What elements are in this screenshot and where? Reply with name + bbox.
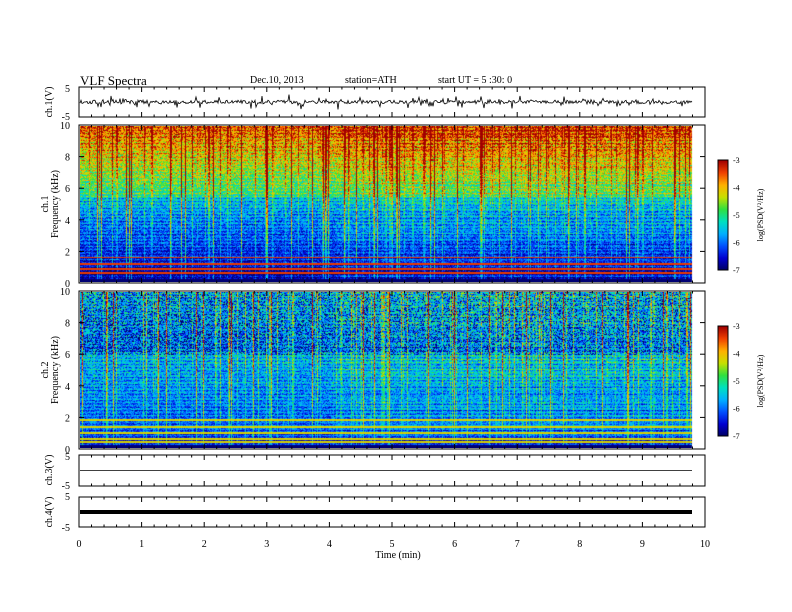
colorbar-tick-label: -6 (733, 405, 740, 414)
frequency-tick-label: 10 (60, 121, 70, 132)
time-tick-label: 7 (515, 539, 520, 550)
start-time-label: start UT = 5 :30: 0 (438, 75, 512, 86)
colorbar-tick-label: -5 (733, 377, 740, 386)
ch2-frequency-ylabel: Frequency (kHz) (50, 336, 61, 404)
frequency-tick-label: 2 (65, 413, 70, 424)
colorbar-tick-label: -4 (733, 184, 740, 193)
ch4-ytick-bottom: -5 (62, 523, 70, 534)
time-tick-label: 9 (640, 539, 645, 550)
colorbar-tick-label: -5 (733, 211, 740, 220)
ch1-spectrogram-image (80, 126, 693, 282)
frequency-tick-label: 0 (65, 445, 70, 456)
ch1-ylabel: ch.1(V) (44, 87, 55, 118)
colorbar-tick-label: -3 (733, 322, 740, 331)
time-tick-label: 10 (700, 539, 710, 550)
frequency-tick-label: 4 (65, 382, 70, 393)
colorbar-tick-label: -7 (733, 432, 740, 441)
time-tick-label: 5 (390, 539, 395, 550)
ch1-waveform-trace (79, 94, 693, 110)
frequency-tick-label: 0 (65, 279, 70, 290)
ch3-ytick-top: 5 (65, 452, 70, 463)
time-tick-label: 1 (139, 539, 144, 550)
ch4-waveform-panel: 5 -5 ch.4(V) (44, 492, 706, 534)
frequency-tick-label: 10 (60, 287, 70, 298)
ch1-colorbar-label: log(PSD(V²/Hz) (756, 188, 765, 241)
ch1-frequency-ylabel: Frequency (kHz) (50, 170, 61, 238)
colorbar-tick-label: -6 (733, 239, 740, 248)
ch2-spectrogram-image (80, 292, 693, 448)
frequency-tick-label: 8 (65, 153, 70, 164)
date-label: Dec.10, 2013 (250, 75, 304, 86)
ch3-ylabel: ch.3(V) (44, 455, 55, 486)
frequency-tick-label: 6 (65, 184, 70, 195)
ch3-ytick-bottom: -5 (62, 481, 70, 492)
ch1-ytick-top: 5 (65, 84, 70, 95)
frequency-tick-label: 2 (65, 247, 70, 258)
ch2-colorbar-label: log(PSD(V²/Hz) (756, 354, 765, 407)
ch2-colorbar (718, 326, 728, 436)
frequency-tick-label: 6 (65, 350, 70, 361)
ch2-channel-label: ch.2 (40, 362, 51, 379)
figure-title: VLF Spectra (80, 73, 147, 88)
ch1-colorbar-ticks: -3 -4 -5 -6 -7 (733, 156, 740, 275)
ch2-frequency-ticks: 0 2 4 6 8 10 (60, 287, 705, 456)
ch1-colorbar (718, 160, 728, 270)
time-tick-label: 6 (452, 539, 457, 550)
ch1-frequency-ticks: 0 2 4 6 8 10 (60, 121, 705, 290)
time-axis-label: Time (min) (375, 550, 420, 561)
ch1-ytick-bottom: -5 (62, 112, 70, 123)
time-tick-label: 2 (202, 539, 207, 550)
time-tick-label: 3 (264, 539, 269, 550)
ch2-colorbar-ticks: -3 -4 -5 -6 -7 (733, 322, 740, 441)
colorbar-tick-label: -4 (733, 350, 740, 359)
colorbar-tick-label: -7 (733, 266, 740, 275)
time-axis-tick-labels: 0 1 2 3 4 5 6 7 8 9 10 (77, 539, 711, 550)
time-tick-label: 4 (327, 539, 332, 550)
time-axis-ticks (78, 87, 706, 527)
time-tick-label: 0 (77, 539, 82, 550)
ch1-waveform-panel: 5 -5 ch.1(V) (44, 84, 706, 123)
ch4-ylabel: ch.4(V) (44, 497, 55, 528)
ch4-ytick-top: 5 (65, 492, 70, 503)
frequency-tick-label: 8 (65, 319, 70, 330)
time-tick-label: 8 (577, 539, 582, 550)
station-label: station=ATH (345, 75, 397, 86)
ch3-waveform-panel: 5 -5 ch.3(V) (44, 452, 706, 492)
ch1-channel-label: ch.1 (40, 196, 51, 213)
colorbar-tick-label: -3 (733, 156, 740, 165)
frequency-tick-label: 4 (65, 216, 70, 227)
